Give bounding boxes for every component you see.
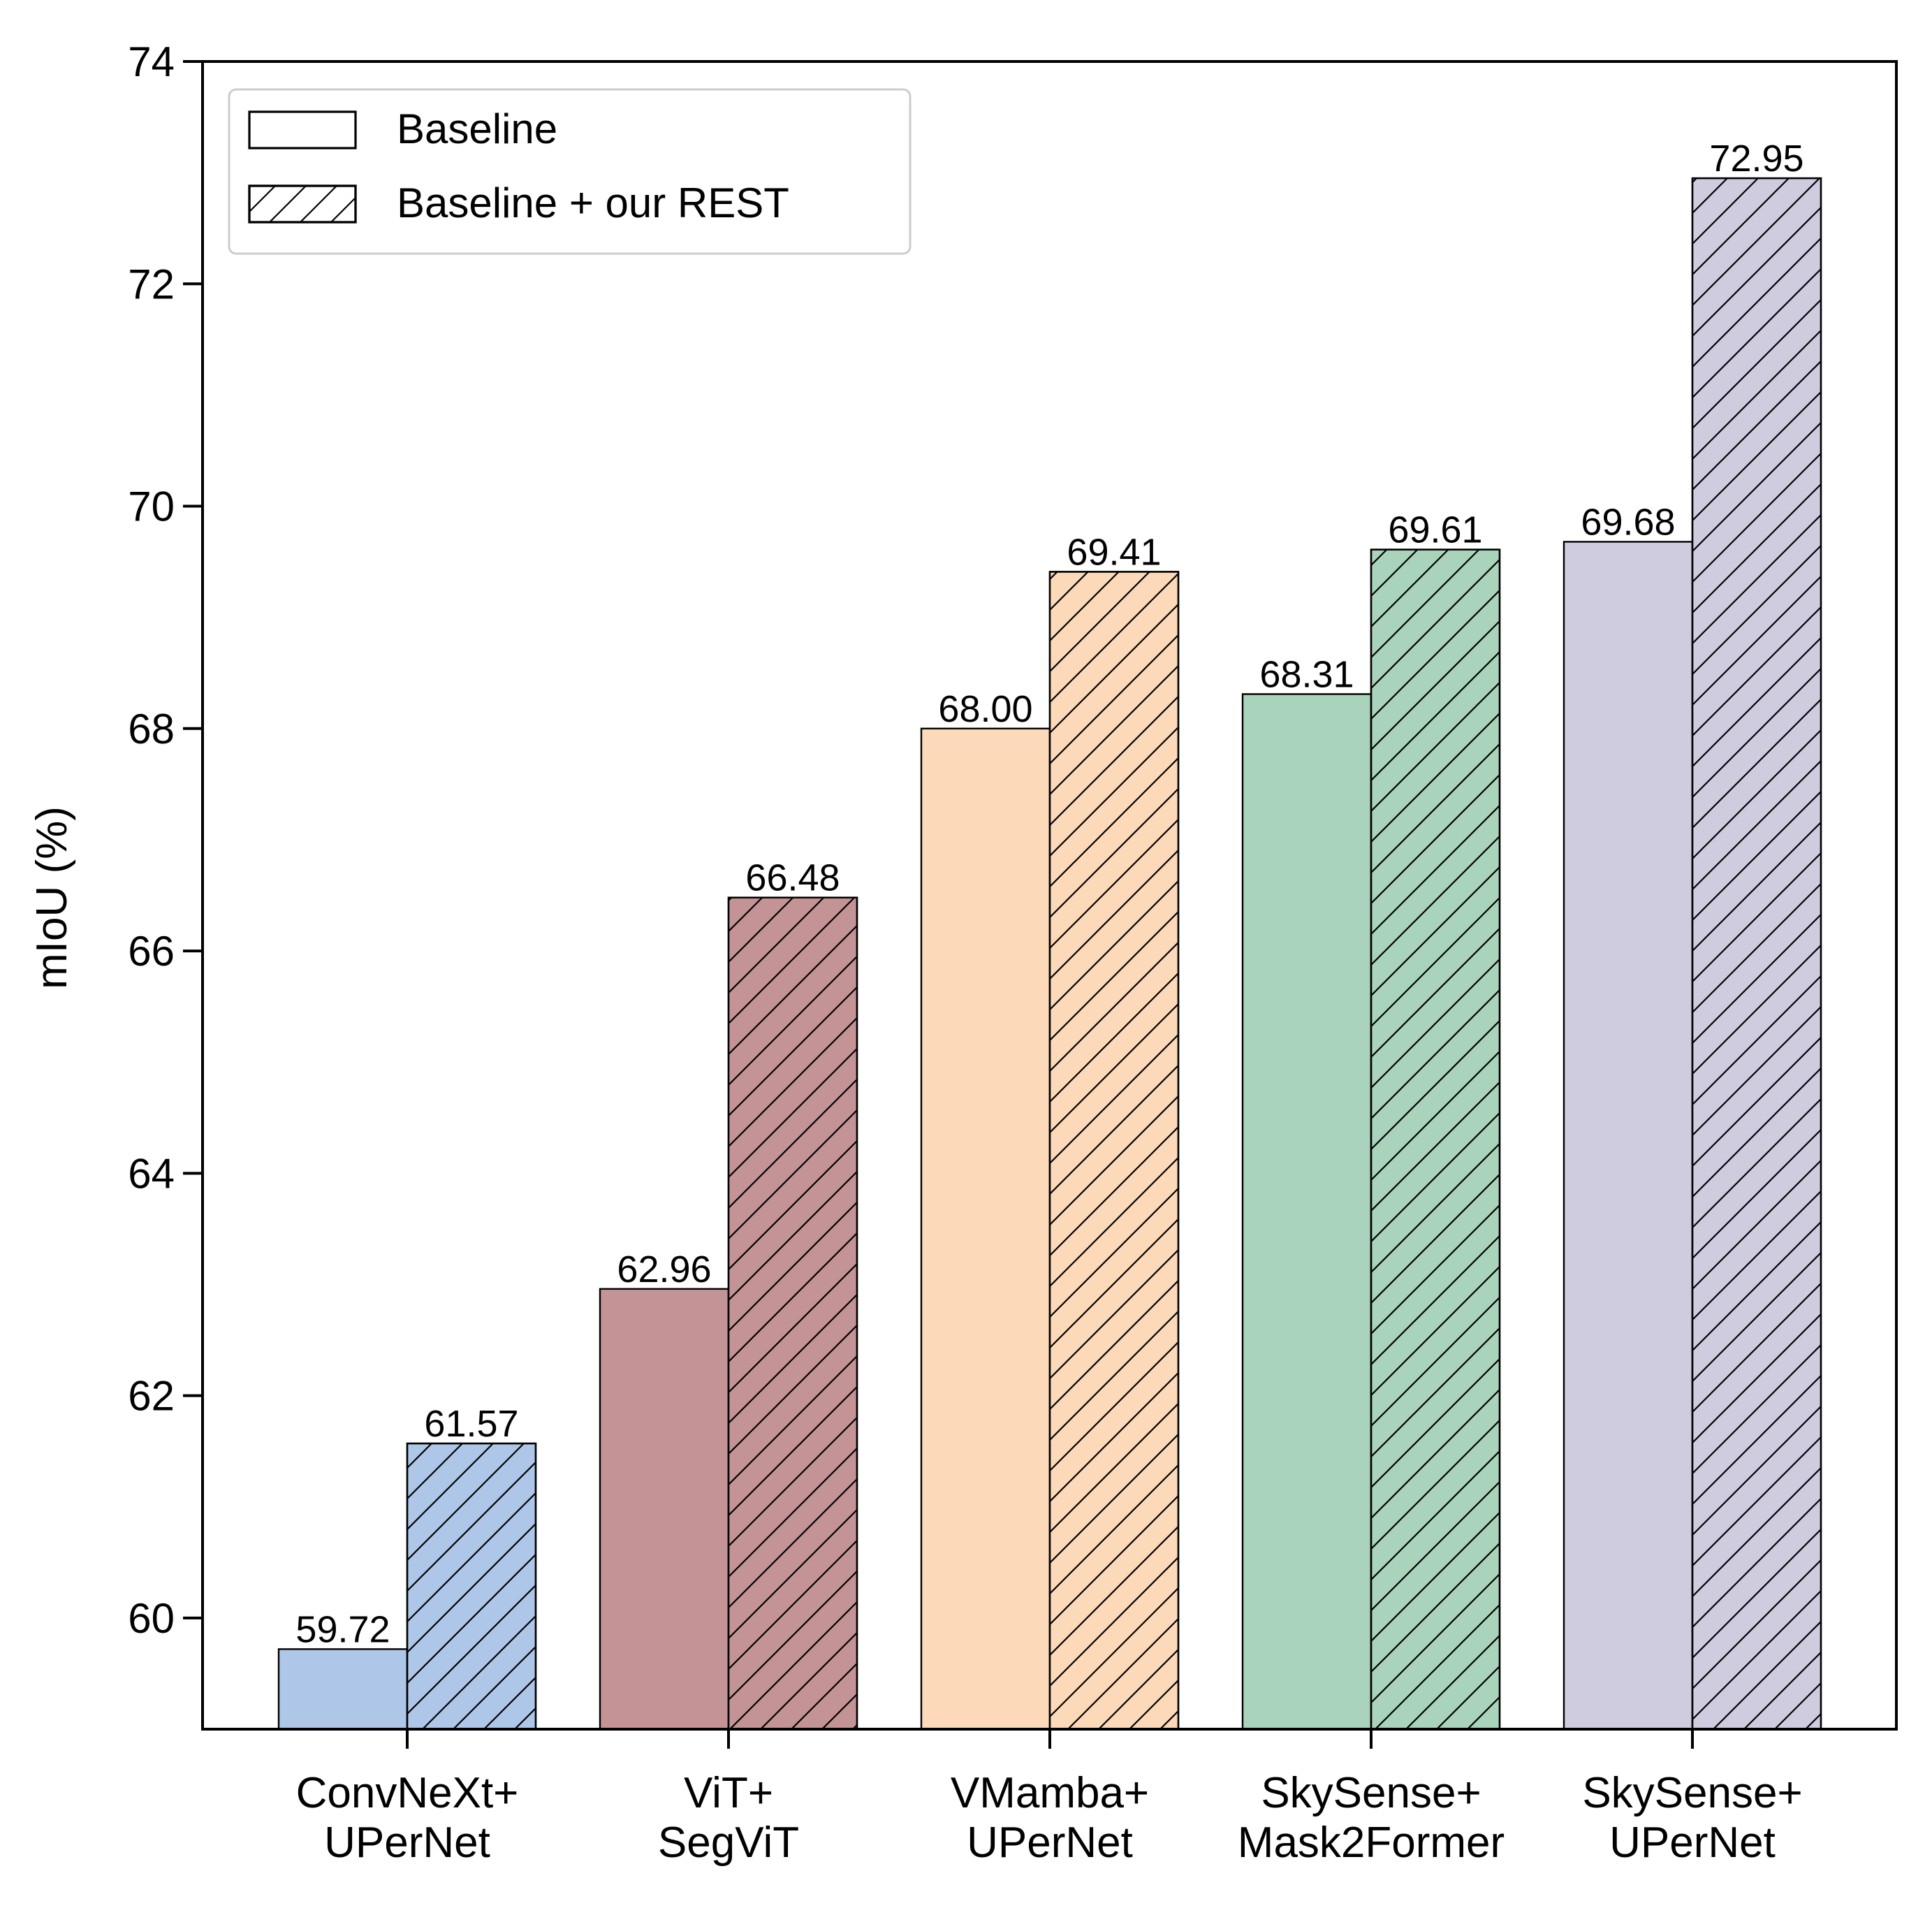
y-axis-title: mIoU (%) (28, 806, 76, 989)
value-label: 72.95 (1709, 138, 1803, 180)
y-tick-label: 72 (128, 261, 175, 307)
legend-swatch (248, 110, 357, 150)
x-category-label: ViT+ (684, 1769, 773, 1817)
x-category-label: SegViT (658, 1819, 799, 1867)
legend-label: Baseline (397, 105, 557, 152)
x-category-label: SkySense+ (1582, 1769, 1802, 1817)
bar-baseline-1 (599, 1288, 730, 1731)
y-tick-label: 64 (128, 1150, 175, 1197)
bar-baseline-2 (920, 727, 1051, 1731)
x-category-label: ConvNeXt+ (296, 1769, 519, 1817)
bar-baseline-0 (277, 1648, 409, 1731)
y-tick-label: 68 (128, 706, 175, 752)
bar-baseline-3 (1241, 693, 1373, 1731)
y-tick-label: 70 (128, 483, 175, 530)
bar-hatch-overlay-0 (406, 1442, 537, 1731)
legend-label: Baseline + our REST (397, 180, 789, 226)
value-label: 68.31 (1259, 653, 1354, 695)
y-tick-label: 62 (128, 1373, 175, 1420)
bars-layer (277, 177, 1822, 1731)
y-tick-label: 60 (128, 1595, 175, 1642)
y-tick-label: 74 (128, 38, 175, 85)
x-category-label: UPerNet (967, 1819, 1133, 1867)
value-label: 69.41 (1067, 531, 1161, 573)
bar-hatch-overlay-1 (727, 896, 858, 1731)
value-label: 69.68 (1581, 501, 1675, 543)
value-label: 61.57 (424, 1403, 518, 1445)
bar-baseline-4 (1563, 541, 1694, 1731)
value-label: 66.48 (745, 857, 840, 899)
legend-swatch-hatch (248, 184, 357, 224)
y-tick-label: 66 (128, 928, 175, 975)
value-label: 62.96 (617, 1248, 711, 1290)
x-category-label: Mask2Former (1238, 1819, 1505, 1867)
bar-hatch-overlay-4 (1691, 177, 1822, 1731)
x-category-label: UPerNet (1609, 1819, 1776, 1867)
x-category-label: SkySense+ (1261, 1769, 1481, 1817)
legend-box (228, 88, 912, 255)
value-label: 59.72 (295, 1608, 390, 1650)
value-label: 68.00 (938, 688, 1032, 730)
value-labels-layer: 59.72 61.57 62.96 66.48 68.00 69.41 68.31 69.61… (295, 138, 1803, 1650)
axes-layer: 6062646668707274ConvNeXt+UPerNetViT+SegV… (128, 38, 1898, 1867)
x-category-label: UPerNet (324, 1819, 490, 1867)
value-label: 69.61 (1388, 509, 1482, 551)
bar-hatch-overlay-2 (1048, 571, 1180, 1731)
legend: Baseline Baseline + our REST (228, 88, 912, 255)
bar-hatch-overlay-3 (1370, 548, 1501, 1731)
x-category-label: VMamba+ (951, 1769, 1149, 1817)
